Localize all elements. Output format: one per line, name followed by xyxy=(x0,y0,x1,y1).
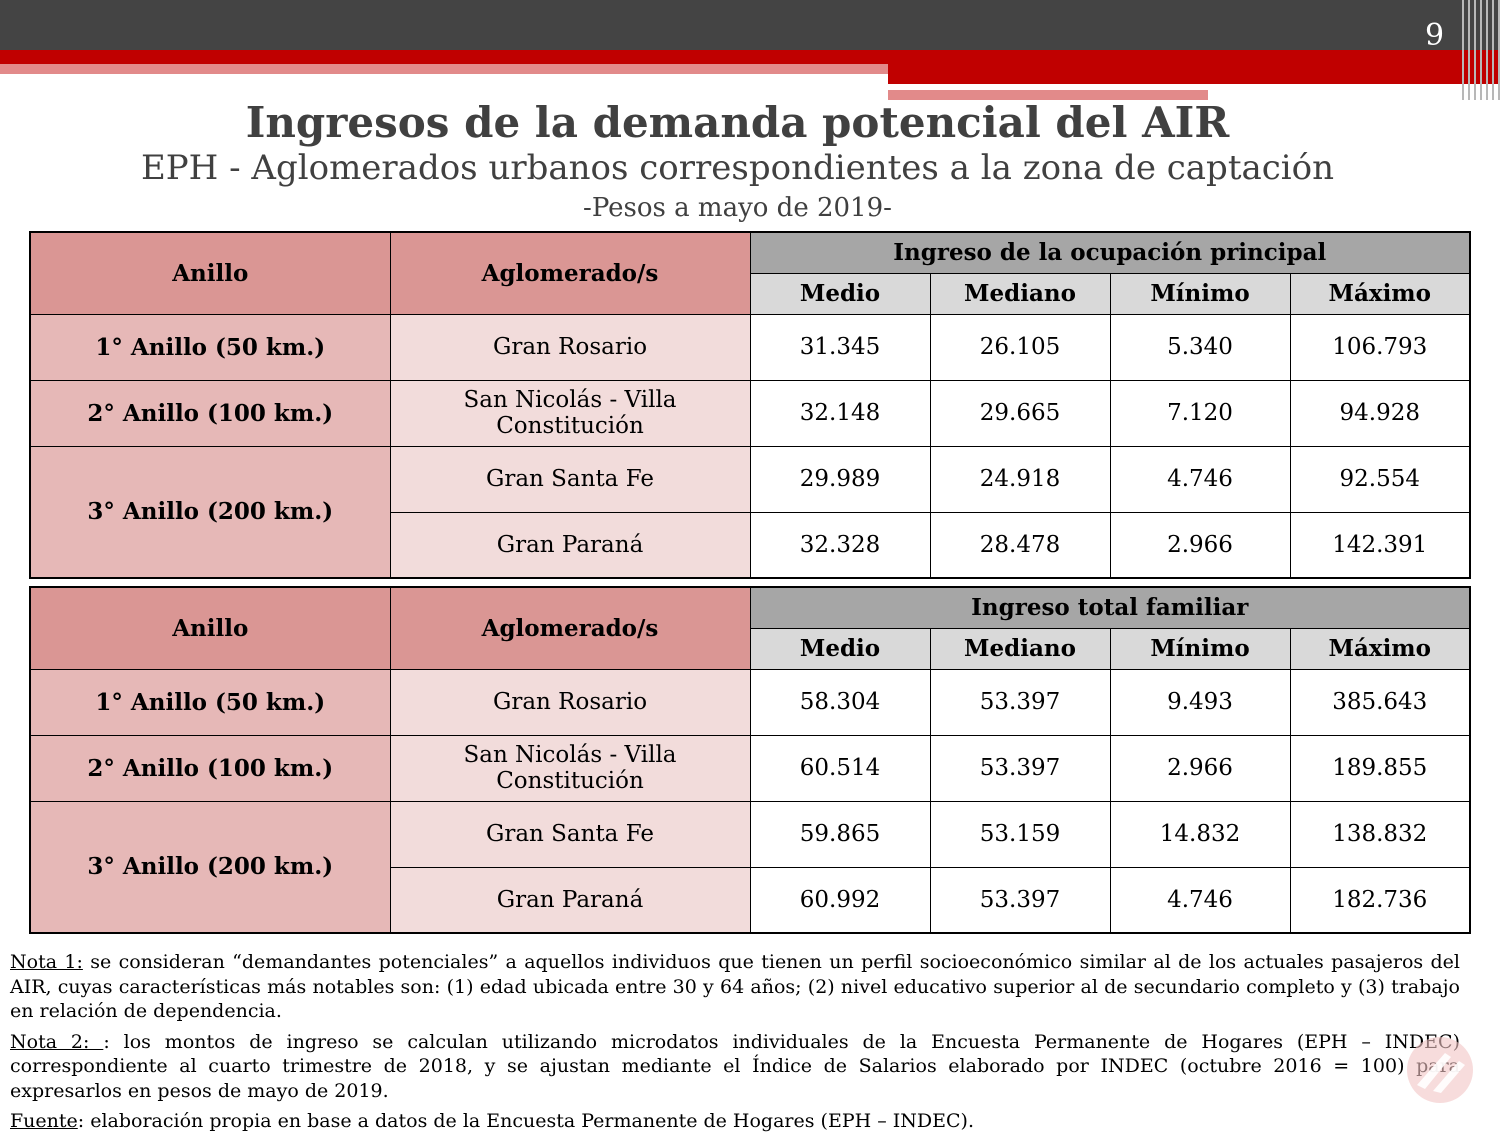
value-cell: 32.148 xyxy=(749,379,931,447)
value-cell: 92.554 xyxy=(1289,445,1471,513)
note-2: Nota 2: : los montos de ingreso se calcu… xyxy=(10,1030,1460,1104)
value-cell: 29.989 xyxy=(749,445,931,513)
table-row: 3° Anillo (200 km.) Gran Santa Fe 29.989… xyxy=(29,445,1471,579)
stat-header: Máximo xyxy=(1289,272,1471,315)
column-header-aglomerado: Aglomerado/s xyxy=(389,231,751,315)
stat-header: Máximo xyxy=(1289,627,1471,670)
table-row: 1° Anillo (50 km.) Gran Rosario 58.304 5… xyxy=(29,668,1471,736)
column-header-aglomerado: Aglomerado/s xyxy=(389,586,751,670)
value-cell: 60.992 xyxy=(749,866,931,934)
value-cell: 94.928 xyxy=(1289,379,1471,447)
value-cell: 142.391 xyxy=(1289,511,1471,579)
accent-bar-lower xyxy=(888,90,1208,100)
table-row: Gran Paraná 60.992 53.397 4.746 182.736 xyxy=(30,866,1471,934)
ring-label: 3° Anillo (200 km.) xyxy=(29,800,391,934)
aglomerado-cell: San Nicolás - Villa Constitución xyxy=(389,379,751,447)
value-cell: 7.120 xyxy=(1109,379,1291,447)
value-cell: 106.793 xyxy=(1289,313,1471,381)
value-cell: 29.665 xyxy=(929,379,1111,447)
note-2-label: Nota 2: xyxy=(10,1030,104,1053)
page-number: 9 xyxy=(1425,18,1445,53)
value-cell: 26.105 xyxy=(929,313,1111,381)
page-subtitle: EPH - Aglomerados urbanos correspondient… xyxy=(140,148,1335,188)
value-cell: 189.855 xyxy=(1289,734,1471,802)
column-header-anillo: Anillo xyxy=(29,231,391,315)
column-header-anillo: Anillo xyxy=(29,586,391,670)
stat-header: Mediano xyxy=(929,627,1111,670)
note-1-text: se consideran “demandantes potenciales” … xyxy=(10,951,1460,1022)
aglomerado-cell: Gran Santa Fe xyxy=(389,800,751,868)
value-cell: 4.746 xyxy=(1109,445,1291,513)
value-cell: 58.304 xyxy=(749,668,931,736)
table-row: 1° Anillo (50 km.) Gran Rosario 31.345 2… xyxy=(29,313,1471,381)
ring-label: 1° Anillo (50 km.) xyxy=(29,668,391,736)
table-row: Gran Paraná 32.328 28.478 2.966 142.391 xyxy=(30,511,1471,579)
value-cell: 385.643 xyxy=(1289,668,1471,736)
ring-label: 2° Anillo (100 km.) xyxy=(29,379,391,447)
table-row: 2° Anillo (100 km.) San Nicolás - Villa … xyxy=(29,379,1471,447)
value-cell: 53.159 xyxy=(929,800,1111,868)
value-cell: 9.493 xyxy=(1109,668,1291,736)
note-1: Nota 1: se consideran “demandantes poten… xyxy=(10,950,1460,1024)
aglomerado-cell: Gran Paraná xyxy=(389,512,751,579)
page-title: Ingresos de la demanda potencial del AIR xyxy=(245,98,1230,147)
value-cell: 138.832 xyxy=(1289,800,1471,868)
footnotes: Nota 1: se consideran “demandantes poten… xyxy=(10,950,1460,1140)
value-cell: 14.832 xyxy=(1109,800,1291,868)
units-note: -Pesos a mayo de 2019- xyxy=(583,193,892,223)
aglomerado-cell: San Nicolás - Villa Constitución xyxy=(389,734,751,802)
stat-header: Mínimo xyxy=(1109,272,1291,315)
note-2-text: : los montos de ingreso se calculan util… xyxy=(10,1030,1460,1102)
income-table-occupation: Anillo Aglomerado/s Ingreso de la ocupac… xyxy=(29,231,1471,579)
value-cell: 31.345 xyxy=(749,313,931,381)
stat-header: Medio xyxy=(749,627,931,670)
group-header: Ingreso total familiar xyxy=(749,586,1471,629)
value-cell: 53.397 xyxy=(929,866,1111,934)
ring-label: 2° Anillo (100 km.) xyxy=(29,734,391,802)
stat-header: Mínimo xyxy=(1109,627,1291,670)
accent-bar-left xyxy=(0,64,888,74)
table-row: 2° Anillo (100 km.) San Nicolás - Villa … xyxy=(29,734,1471,802)
value-cell: 2.966 xyxy=(1109,511,1291,579)
top-red-bar xyxy=(0,50,1500,64)
source-label: Fuente xyxy=(10,1110,78,1132)
value-cell: 2.966 xyxy=(1109,734,1291,802)
stat-header: Medio xyxy=(749,272,931,315)
value-cell: 53.397 xyxy=(929,668,1111,736)
ring-label: 1° Anillo (50 km.) xyxy=(29,313,391,381)
source-note: Fuente: elaboración propia en base a dat… xyxy=(10,1109,1460,1134)
value-cell: 53.397 xyxy=(929,734,1111,802)
group-header: Ingreso de la ocupación principal xyxy=(749,231,1471,274)
accent-bar-right xyxy=(888,64,1500,84)
source-text: : elaboración propia en base a datos de … xyxy=(77,1110,974,1132)
aglomerado-cell: Gran Rosario xyxy=(389,313,751,381)
top-dark-bar xyxy=(0,0,1500,50)
value-cell: 5.340 xyxy=(1109,313,1291,381)
decorative-stripes xyxy=(1460,0,1500,100)
accent-bar-gap xyxy=(888,84,1388,90)
value-cell: 60.514 xyxy=(749,734,931,802)
value-cell: 24.918 xyxy=(929,445,1111,513)
aglomerado-cell: Gran Paraná xyxy=(389,867,751,934)
value-cell: 59.865 xyxy=(749,800,931,868)
ring-label: 3° Anillo (200 km.) xyxy=(29,445,391,579)
aglomerado-cell: Gran Rosario xyxy=(389,668,751,736)
stat-header: Mediano xyxy=(929,272,1111,315)
value-cell: 28.478 xyxy=(929,511,1111,579)
table-row: 3° Anillo (200 km.) Gran Santa Fe 59.865… xyxy=(29,800,1471,934)
value-cell: 32.328 xyxy=(749,511,931,579)
aglomerado-cell: Gran Santa Fe xyxy=(389,445,751,513)
value-cell: 4.746 xyxy=(1109,866,1291,934)
value-cell: 182.736 xyxy=(1289,866,1471,934)
note-1-label: Nota 1: xyxy=(10,951,83,973)
watermark-logo-icon xyxy=(1407,1037,1473,1103)
income-table-family: Anillo Aglomerado/s Ingreso total famili… xyxy=(29,586,1471,934)
